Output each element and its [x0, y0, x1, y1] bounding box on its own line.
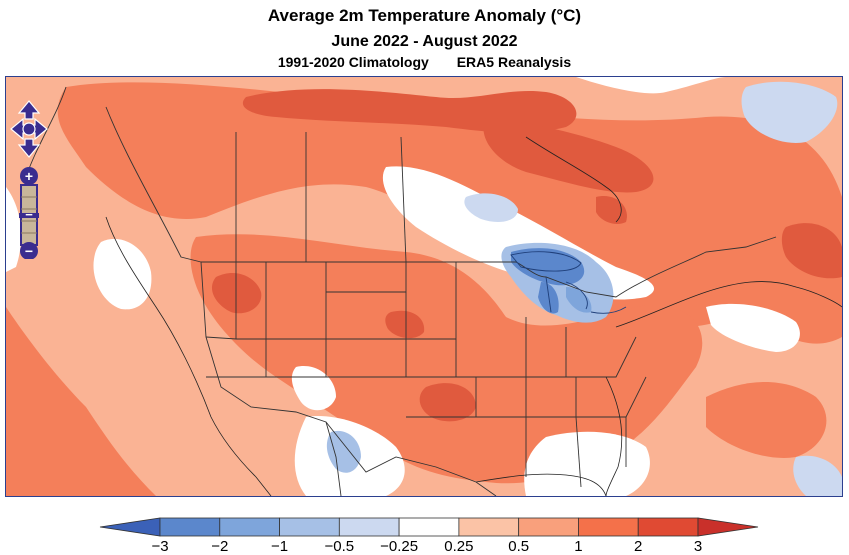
climatology-label: 1991-2020 Climatology — [277, 54, 429, 70]
colorbar-tick-label: 2 — [634, 538, 642, 555]
coastlines — [105, 136, 842, 496]
colorbar-extend-low — [99, 517, 161, 537]
colorbar-tick-label: −3 — [151, 538, 168, 555]
colorbar-tick-label: −0.25 — [380, 538, 418, 555]
colorbar-bin — [458, 517, 520, 537]
colorbar-bin — [338, 517, 400, 537]
map-period: June 2022 - August 2022 — [331, 33, 518, 50]
colorbar-tick-label: −1 — [271, 538, 288, 555]
colorbar-tick-label: −0.5 — [325, 538, 355, 555]
colorbar-extend-high — [697, 517, 759, 537]
map-title: Average 2m Temperature Anomaly (°C) — [267, 6, 582, 25]
colorbar-bin — [518, 517, 579, 537]
colorbar-bins — [99, 517, 759, 537]
great-lakes-outline — [510, 251, 627, 314]
map-panel[interactable]: + − − — [5, 76, 843, 497]
colorbar-ticks: −3 −2 −1 −0.5 −0.25 0.25 0.5 1 2 3 — [151, 538, 702, 555]
colorbar-bin — [637, 517, 699, 537]
zoom-in-button[interactable]: + — [20, 167, 38, 185]
colorbar-tick-label: −2 — [211, 538, 228, 555]
zoom-out-button[interactable]: − — [20, 242, 38, 260]
colorbar-tick-label: 1 — [574, 538, 582, 555]
map-navigation-controls: + − − — [9, 99, 49, 264]
pan-arrows-icon[interactable] — [10, 100, 48, 158]
colorbar-bin — [159, 517, 221, 537]
svg-text:−: − — [25, 207, 33, 222]
zoom-out-label: − — [25, 243, 33, 259]
dataset-label: ERA5 Reanalysis — [456, 54, 572, 70]
map-subtitle: 1991-2020 Climatology ERA5 Reanalysis — [0, 54, 849, 70]
colorbar-tick-label: 0.25 — [444, 538, 473, 555]
great-lakes-cold-anomaly — [501, 242, 614, 323]
colorbar-bin — [398, 517, 460, 537]
zoom-slider-handle[interactable]: − — [19, 207, 39, 222]
colorbar-bin — [279, 517, 340, 537]
colorbar-legend: −3 −2 −1 −0.5 −0.25 0.25 0.5 1 2 3 — [99, 517, 759, 555]
colorbar-bin — [219, 517, 280, 537]
zoom-in-label: + — [25, 168, 33, 184]
colorbar-tick-label: 0.5 — [508, 538, 529, 555]
anomaly-cool-regions — [326, 81, 842, 496]
colorbar-tick-label: 3 — [694, 538, 702, 555]
temperature-anomaly-map[interactable] — [6, 77, 842, 496]
anomaly-hot-regions — [211, 89, 842, 422]
political-boundaries — [25, 86, 777, 496]
colorbar-bin — [578, 517, 639, 537]
